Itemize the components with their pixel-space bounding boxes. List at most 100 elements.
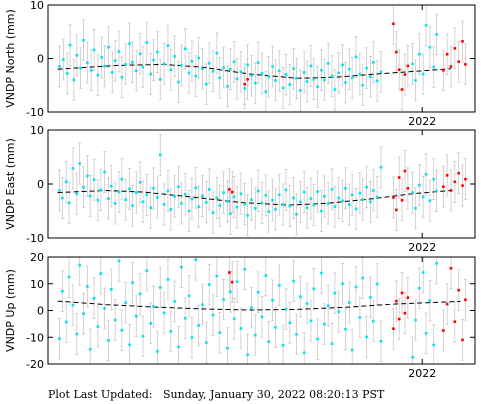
data-point-1-0-85 [354,207,358,211]
data-point-2-0-0 [58,337,61,340]
data-point-2-0-38 [190,336,194,339]
data-point-2-0-13 [103,307,106,310]
data-point-2-0-52 [239,327,243,330]
data-point-2-0-54 [246,353,249,356]
data-point-1-0-74 [316,190,319,193]
data-point-2-0-69 [299,295,302,298]
data-point-1-0-50 [232,195,236,199]
data-point-0-0-47 [222,66,225,69]
data-point-1-0-81 [341,199,344,203]
data-point-1-0-66 [288,204,292,208]
plot-last-updated: Plot Last Updated: Sunday, January 30, 2… [48,388,384,401]
data-point-0-0-92 [379,70,383,74]
y-axis-label-1: VNDP East (mm) [4,138,17,230]
data-point-2-0-33 [173,300,176,303]
data-point-0-0-56 [253,81,257,85]
data-point-0-0-15 [110,71,114,74]
data-point-1-0-93 [411,191,414,194]
data-point-2-0-11 [96,325,100,328]
data-point-0-0-70 [302,71,306,74]
data-point-2-0-95 [418,286,421,290]
data-point-0-0-12 [100,56,104,59]
data-point-1-0-49 [229,212,232,215]
data-point-0-0-82 [344,81,347,84]
data-point-2-0-21 [131,281,134,284]
data-point-0-0-23 [138,52,142,55]
data-point-2-0-40 [197,324,200,327]
x-tick-label-1-0: 2022 [408,241,436,254]
data-point-2-0-30 [162,311,166,315]
data-point-0-0-27 [152,58,155,62]
data-point-1-0-90 [371,189,375,192]
data-point-0-0-8 [86,61,89,65]
data-point-2-0-6 [78,263,81,267]
plot-frame-1 [47,129,476,239]
data-point-1-0-98 [428,199,432,203]
data-point-0-0-43 [207,62,211,65]
data-point-1-0-55 [250,198,253,201]
data-point-2-0-35 [180,265,183,269]
data-point-2-0-26 [149,322,152,325]
data-point-2-0-68 [295,333,298,336]
data-point-2-1-0 [228,271,231,274]
data-point-2-0-49 [229,290,232,294]
data-point-2-1-6 [403,311,407,315]
data-point-2-0-39 [194,258,198,261]
data-point-2-0-91 [375,282,379,286]
data-point-1-1-14 [464,177,467,181]
data-point-0-0-45 [215,51,219,55]
data-point-1-0-91 [375,195,379,199]
data-point-0-0-24 [141,65,145,69]
data-point-2-0-62 [274,326,277,329]
data-point-0-0-68 [295,76,298,80]
data-point-0-0-18 [120,75,124,79]
data-point-1-0-56 [253,207,257,210]
data-point-1-0-18 [120,177,124,181]
data-point-1-0-48 [226,199,229,203]
data-point-1-0-27 [152,187,155,190]
data-point-0-0-80 [337,71,341,75]
data-point-2-0-37 [187,294,191,298]
data-point-0-0-37 [187,71,191,75]
data-point-1-0-13 [103,170,106,174]
data-point-0-0-88 [365,66,368,70]
data-point-0-1-8 [442,68,445,72]
data-point-0-1-6 [403,73,407,76]
data-point-1-0-2 [64,180,68,184]
data-point-0-0-95 [418,52,421,56]
data-point-2-0-50 [232,317,236,321]
data-point-2-1-10 [449,266,453,270]
data-point-0-0-54 [246,63,249,67]
data-point-0-1-3 [395,50,398,54]
data-point-0-1-11 [453,47,457,50]
data-point-0-0-0 [58,65,61,68]
data-point-0-0-71 [305,80,309,83]
data-point-0-1-10 [449,65,453,68]
data-point-1-0-35 [180,202,183,205]
data-point-1-1-4 [397,176,401,179]
data-point-1-0-62 [274,208,277,211]
data-point-0-1-1 [246,78,249,81]
data-point-0-0-41 [201,67,204,70]
y-tick-label-1-2: 10 [30,124,44,137]
data-point-1-0-65 [284,188,288,192]
data-point-0-0-72 [309,64,313,68]
data-point-1-0-63 [277,193,281,197]
data-point-1-1-13 [461,184,464,187]
data-point-2-0-29 [158,286,162,289]
data-point-1-0-46 [218,204,222,207]
data-point-1-0-97 [424,172,428,176]
data-point-2-0-7 [82,312,85,316]
data-point-0-0-83 [347,67,351,71]
data-point-2-0-18 [120,328,124,332]
data-point-2-0-65 [284,307,288,311]
data-point-1-0-72 [309,197,313,200]
data-point-1-0-17 [117,190,121,194]
data-point-0-0-69 [299,89,302,92]
data-point-2-0-22 [134,314,138,318]
data-point-1-0-1 [61,196,64,200]
data-point-1-0-71 [305,206,309,210]
data-point-0-0-20 [128,42,131,45]
data-point-1-0-28 [156,196,159,199]
data-point-1-0-0 [58,189,61,192]
